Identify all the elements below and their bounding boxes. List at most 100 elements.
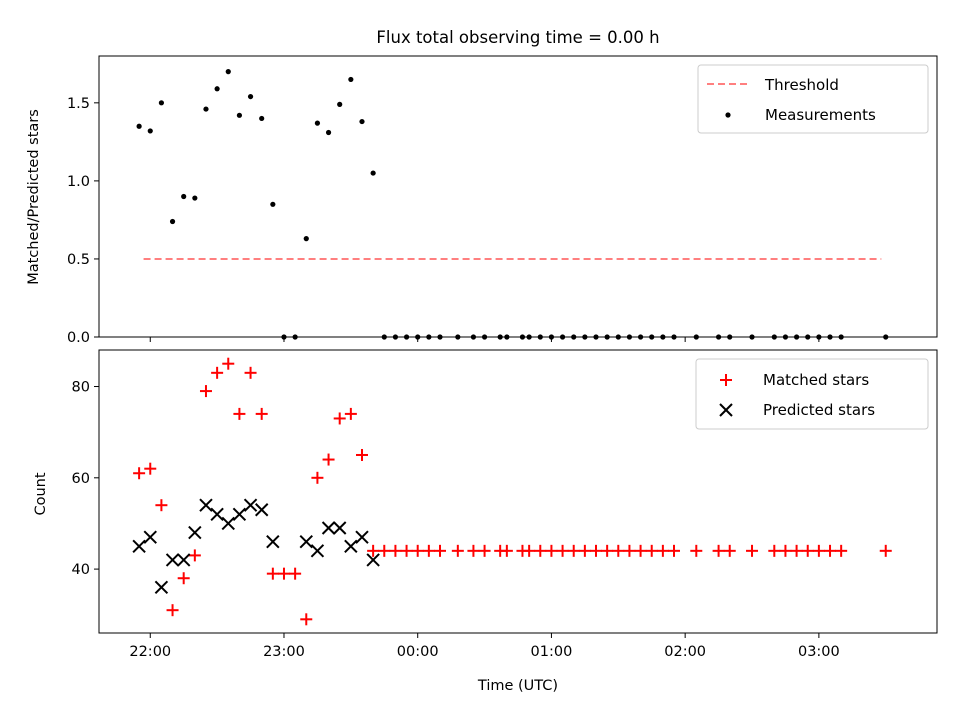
matched-stars-point: [177, 572, 190, 585]
legend-label-predicted: Predicted stars: [763, 401, 875, 419]
legend-label-measurements: Measurements: [765, 106, 876, 124]
count-x-tick-label: 01:00: [531, 644, 573, 660]
matched-stars-point: [367, 544, 380, 557]
matched-stars-point: [634, 544, 647, 557]
matched-stars-point: [244, 366, 257, 379]
ratio-legend-frame: [697, 64, 929, 134]
predicted-stars-point: [176, 553, 191, 567]
matched-stars-point: [623, 544, 636, 557]
matched-stars-point: [400, 544, 413, 557]
measurement-point: [203, 106, 209, 112]
count-x-axis-label: Time (UTC): [477, 678, 558, 694]
measurement-point: [158, 100, 165, 106]
count-y-axis-label: Count: [33, 472, 49, 515]
matched-stars-point: [478, 544, 491, 557]
matched-stars-point: [199, 385, 212, 398]
measurement-point: [192, 195, 198, 201]
ratio-y-tick-label: 1.0: [67, 174, 90, 190]
count-x-tick-label: 22:00: [129, 644, 171, 660]
matched-stars-point: [690, 544, 703, 557]
matched-stars-point: [645, 544, 658, 557]
predicted-stars-point: [232, 507, 247, 522]
measurement-point: [147, 128, 153, 134]
matched-stars-point: [545, 544, 558, 557]
count-y-tick-label: 80: [72, 380, 90, 396]
predicted-stars-point: [299, 535, 313, 549]
matched-stars-point: [433, 544, 446, 557]
predicted-stars-point: [366, 553, 380, 567]
measurement-point: [247, 93, 254, 100]
count-x-tick-label: 02:00: [664, 644, 706, 660]
measurement-point: [169, 218, 176, 225]
matched-stars-point: [322, 453, 335, 466]
matched-stars-point: [378, 544, 391, 557]
ratio-y-tick-label: 0.0: [67, 330, 90, 346]
measurement-point: [214, 86, 220, 92]
matched-stars-point: [712, 544, 725, 557]
predicted-stars-point: [199, 498, 213, 512]
ratio-x-axis: [149, 337, 820, 342]
matched-stars-point: [188, 549, 201, 562]
matched-stars-point: [567, 544, 580, 557]
matched-stars-point: [556, 544, 569, 557]
predicted-stars-point: [132, 539, 146, 553]
predicted-stars-point: [210, 507, 224, 522]
measurement-point: [225, 69, 231, 75]
predicted-stars-point: [243, 498, 258, 512]
predicted-stars-point: [143, 530, 157, 544]
count-plot-area: [132, 357, 892, 626]
predicted-stars-point: [332, 521, 347, 535]
matched-stars-point: [166, 604, 179, 617]
matched-stars-point: [311, 471, 324, 484]
legend-label-threshold: Threshold: [764, 76, 839, 94]
ratio-y-axis: 0.0 0.5 1.0 1.5: [67, 96, 99, 346]
matched-stars-point: [779, 544, 792, 557]
matched-stars-point: [746, 544, 759, 557]
ratio-y-axis-label: Matched/Predicted stars: [26, 109, 42, 285]
ratio-y-tick-label: 1.5: [67, 96, 90, 112]
predicted-stars-point: [344, 539, 358, 553]
measurement-point: [181, 193, 187, 200]
matched-stars-point: [155, 499, 168, 512]
predicted-stars-point: [165, 553, 180, 567]
matched-stars-point: [451, 544, 464, 557]
ratio-panel: Flux total observing time = 0.00 h 0.00.…: [26, 28, 938, 346]
matched-stars-point: [812, 544, 825, 557]
matched-stars-point: [333, 412, 346, 425]
matched-stars-point: [211, 366, 224, 379]
predicted-stars-point: [188, 525, 202, 540]
measurement-point: [303, 236, 309, 242]
predicted-stars-point: [310, 544, 325, 558]
legend-label-matched: Matched stars: [763, 371, 869, 389]
ratio-legend: Threshold Measurements: [697, 64, 929, 134]
measurement-point: [136, 123, 142, 129]
matched-stars-point: [255, 407, 268, 420]
matched-stars-point: [879, 544, 892, 557]
count-x-tick-label: 03:00: [798, 644, 840, 660]
matched-stars-point: [222, 357, 235, 370]
matched-stars-point: [835, 544, 848, 557]
matched-stars-point: [723, 544, 736, 557]
predicted-stars-point: [321, 521, 336, 535]
measurement-point: [370, 170, 376, 176]
count-y-tick-label: 60: [72, 471, 90, 487]
measurement-point: [337, 101, 343, 107]
matched-stars-point: [133, 467, 146, 480]
matched-stars-point: [500, 544, 513, 557]
matched-stars-point: [590, 544, 603, 557]
matched-stars-point: [355, 448, 368, 461]
matched-stars-point: [824, 544, 837, 557]
ratio-plot-area: [136, 69, 889, 340]
legend-matched-marker: [720, 374, 732, 386]
matched-stars-point: [289, 567, 302, 580]
matched-stars-point: [300, 613, 313, 626]
measurement-point: [259, 115, 265, 122]
matched-stars-point: [422, 544, 435, 557]
count-legend: Matched stars Predicted stars: [695, 358, 929, 430]
predicted-stars-point: [221, 516, 235, 531]
count-legend-frame: [695, 358, 929, 430]
matched-stars-point: [389, 544, 402, 557]
chart-title: Flux total observing time = 0.00 h: [376, 28, 659, 47]
count-x-axis: 22:00 23:00 00:00 01:00 02:00 03:00: [129, 633, 840, 660]
